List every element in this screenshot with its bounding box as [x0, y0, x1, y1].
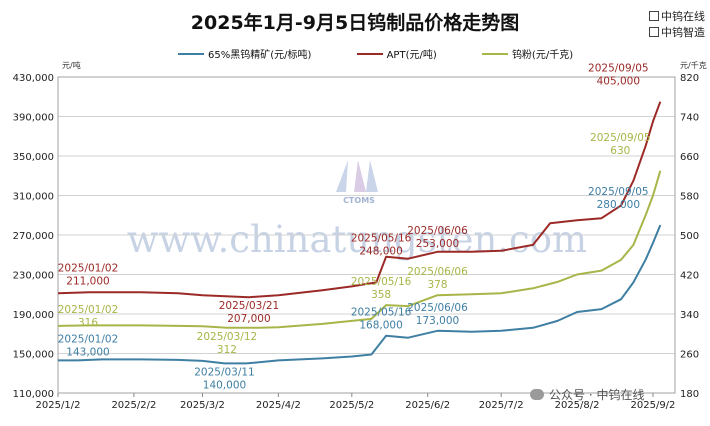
y-left-tick-label: 270,000: [13, 231, 54, 242]
annotation-value: 168,000: [359, 320, 402, 332]
annotation-date: 2025/03/12: [197, 331, 258, 343]
legend-label: APT(元/吨): [386, 50, 437, 61]
y-right-tick-label: 260: [680, 350, 699, 361]
annotation-date: 2025/06/06: [407, 225, 468, 237]
x-tick-label: 2025/4/2: [256, 400, 301, 411]
y-right-tick-label: 500: [680, 231, 699, 242]
annotation-date: 2025/06/06: [407, 302, 468, 314]
y-left-tick-label: 150,000: [13, 350, 54, 361]
brand-name: 中钨在线: [661, 10, 705, 23]
brand-name-2: 中钨智造: [661, 26, 705, 39]
x-tick-label: 2025/1/2: [36, 400, 81, 411]
y-left-tick-label: 310,000: [13, 192, 54, 203]
y-right-tick-label: 740: [680, 113, 699, 124]
y-right-tick-label: 580: [680, 192, 699, 203]
annotation-value: 248,000: [359, 246, 402, 258]
annotation-date: 2025/09/05: [588, 186, 649, 198]
annotation-date: 2025/03/21: [219, 300, 280, 312]
series-line-powder: [57, 170, 662, 329]
watermark-text: www.chinatungsten.com: [127, 218, 587, 261]
right-axis-unit: 元/千克: [680, 61, 707, 70]
watermark-logo-text: CTOMS: [343, 196, 375, 205]
chart-title: 2025年1月-9月5日钨制品价格走势图: [190, 12, 520, 34]
annotation-value: 280,000: [597, 199, 640, 211]
series-line-apt: [57, 101, 662, 299]
left-axis-unit: 元/吨: [62, 61, 81, 70]
annotation-date: 2025/06/06: [407, 266, 468, 278]
y-left-tick-label: 230,000: [13, 271, 54, 282]
legend-item-concentrate: 65%黑钨精矿(元/标吨): [178, 46, 311, 61]
legend-label: 钨粉(元/千克): [511, 50, 574, 61]
legend-item-apt: APT(元/吨): [356, 46, 437, 61]
y-right-tick-label: 660: [680, 152, 699, 163]
annotation-date: 2025/01/02: [58, 304, 119, 316]
x-tick-label: 2025/5/2: [329, 400, 374, 411]
brand-line-1: 中钨在线: [649, 8, 705, 24]
wechat-badge: 公众号 · 中钨在线: [530, 386, 644, 403]
annotation-value: 211,000: [66, 275, 109, 287]
y-right-tick-label: 420: [680, 271, 699, 282]
annotation-date: 2025/01/02: [58, 333, 119, 345]
watermark-logo-shape: [336, 160, 348, 192]
brand-line-2: 中钨智造: [649, 24, 705, 40]
annotation-date: 2025/03/11: [194, 366, 255, 378]
wechat-icon: [530, 389, 544, 400]
y-right-tick-label: 180: [680, 389, 699, 400]
annotation-value: 316: [78, 317, 98, 329]
annotation-value: 207,000: [227, 313, 270, 325]
legend-swatch: [481, 53, 508, 55]
annotation-value: 140,000: [203, 379, 246, 391]
legend-label: 65%黑钨精矿(元/标吨): [208, 50, 312, 61]
watermark-logo-shape: [354, 160, 366, 192]
brand-logo-icon: [649, 27, 659, 37]
x-tick-label: 2025/2/2: [111, 400, 156, 411]
legend-item-powder: 钨粉(元/千克): [481, 46, 574, 61]
watermark-logo-shape: [366, 160, 378, 192]
annotation-value: 253,000: [416, 238, 459, 250]
annotation-value: 358: [371, 289, 391, 301]
annotation-value: 312: [217, 344, 237, 356]
annotation-date: 2025/05/16: [351, 276, 412, 288]
wechat-label: 公众号 · 中钨在线: [549, 388, 645, 402]
annotation-date: 2025/01/02: [58, 262, 119, 274]
y-left-tick-label: 190,000: [13, 310, 54, 321]
y-left-tick-label: 350,000: [13, 152, 54, 163]
annotation-date: 2025/05/16: [351, 307, 412, 319]
brand-logo-icon: [649, 11, 659, 21]
annotation-date: 2025/09/05: [588, 63, 649, 75]
legend-swatch: [178, 53, 204, 55]
series-line-concentrate: [58, 224, 662, 365]
y-left-tick-label: 430,000: [13, 73, 54, 84]
annotation-date: 2025/09/05: [590, 132, 651, 144]
legend-swatch: [356, 53, 383, 55]
annotation-value: 378: [427, 279, 447, 291]
x-tick-label: 2025/6/2: [405, 400, 450, 411]
x-tick-label: 2025/3/2: [180, 400, 225, 411]
annotation-value: 405,000: [597, 76, 640, 88]
x-tick-label: 2025/7/2: [479, 400, 524, 411]
annotation-value: 173,000: [416, 315, 459, 327]
y-right-tick-label: 340: [680, 310, 699, 321]
annotation-date: 2025/05/16: [351, 233, 412, 245]
y-left-tick-label: 390,000: [13, 113, 54, 124]
x-tick-label: 2025/9/2: [631, 400, 676, 411]
annotation-value: 630: [610, 145, 630, 157]
y-right-tick-label: 820: [680, 73, 699, 84]
plot-frame: [57, 76, 676, 394]
legend: 65%黑钨精矿(元/标吨) APT(元/吨) 钨粉(元/千克): [178, 46, 615, 61]
y-left-tick-label: 110,000: [13, 389, 54, 400]
x-tick-label: 2025/8/2: [555, 400, 600, 411]
annotation-value: 143,000: [66, 346, 109, 358]
